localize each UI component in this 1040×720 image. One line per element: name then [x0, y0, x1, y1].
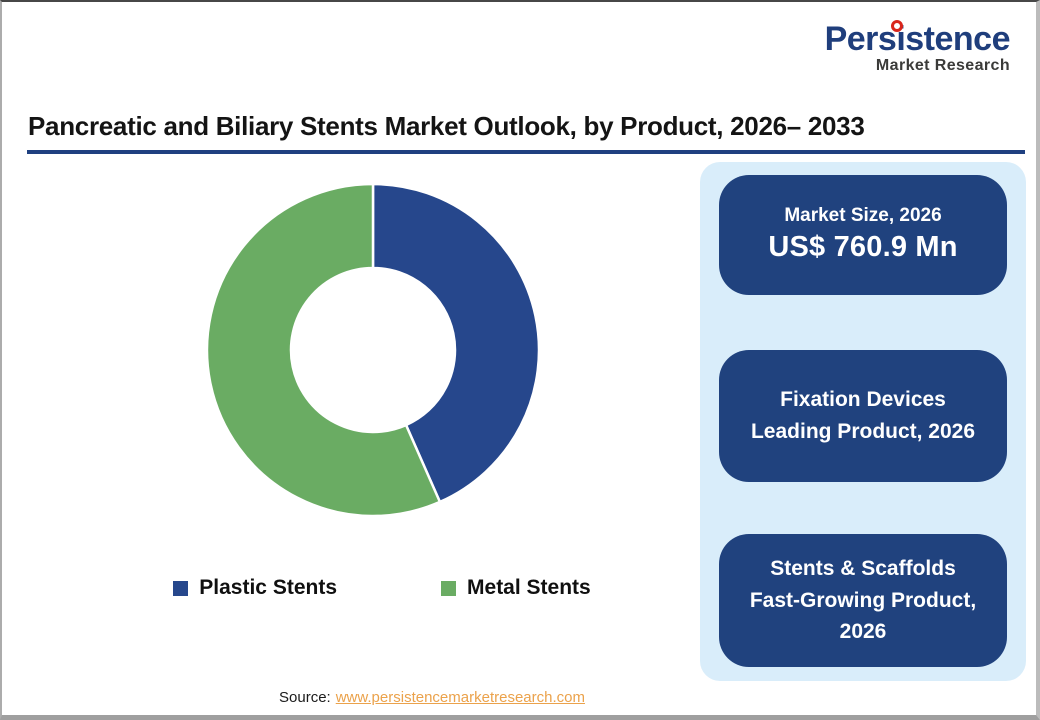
brand-logo: Persistence Market Research [824, 20, 1011, 75]
fast-growing-line-2: Fast-Growing Product, [749, 588, 977, 612]
legend-item-plastic-stents: Plastic Stents [173, 576, 337, 600]
fast-growing-line-3: 2026 [839, 620, 887, 644]
brand-name: Persistence [824, 20, 1011, 58]
market-size-value: US$ 760.9 Mn [768, 231, 958, 264]
highlight-market-size: Market Size, 2026 US$ 760.9 Mn [719, 175, 1007, 295]
source-label: Source: [279, 689, 331, 706]
brand-dot-icon [891, 20, 903, 32]
legend-item-metal-stents: Metal Stents [441, 576, 591, 600]
donut-slice-plastic-stents [371, 182, 541, 504]
legend-label-plastic-stents: Plastic Stents [199, 576, 338, 599]
legend-swatch-metal-icon [441, 580, 457, 596]
donut-chart [205, 182, 541, 518]
leading-product-line-2: Leading Product, 2026 [750, 420, 976, 443]
highlights-panel: Market Size, 2026 US$ 760.9 Mn Fixation … [700, 162, 1026, 681]
source-line: Source: www.persistencemarketresearch.com [2, 689, 862, 706]
title-underline [27, 150, 1025, 154]
legend-swatch-plastic-icon [173, 580, 189, 596]
chart-legend: Plastic Stents Metal Stents [2, 576, 762, 600]
brand-tagline: Market Research [875, 56, 1010, 74]
donut-slice-metal-stents [205, 182, 442, 518]
legend-label-metal-stents: Metal Stents [467, 576, 591, 599]
page-title: Pancreatic and Biliary Stents Market Out… [28, 111, 865, 141]
leading-product-line-1: Fixation Devices [780, 388, 946, 412]
highlight-fast-growing-product: Stents & Scaffolds Fast-Growing Product,… [719, 534, 1007, 667]
fast-growing-line-1: Stents & Scaffolds [770, 556, 956, 580]
highlight-leading-product: Fixation Devices Leading Product, 2026 [719, 350, 1007, 482]
market-size-label: Market Size, 2026 [784, 204, 942, 226]
source-link[interactable]: www.persistencemarketresearch.com [335, 689, 585, 706]
